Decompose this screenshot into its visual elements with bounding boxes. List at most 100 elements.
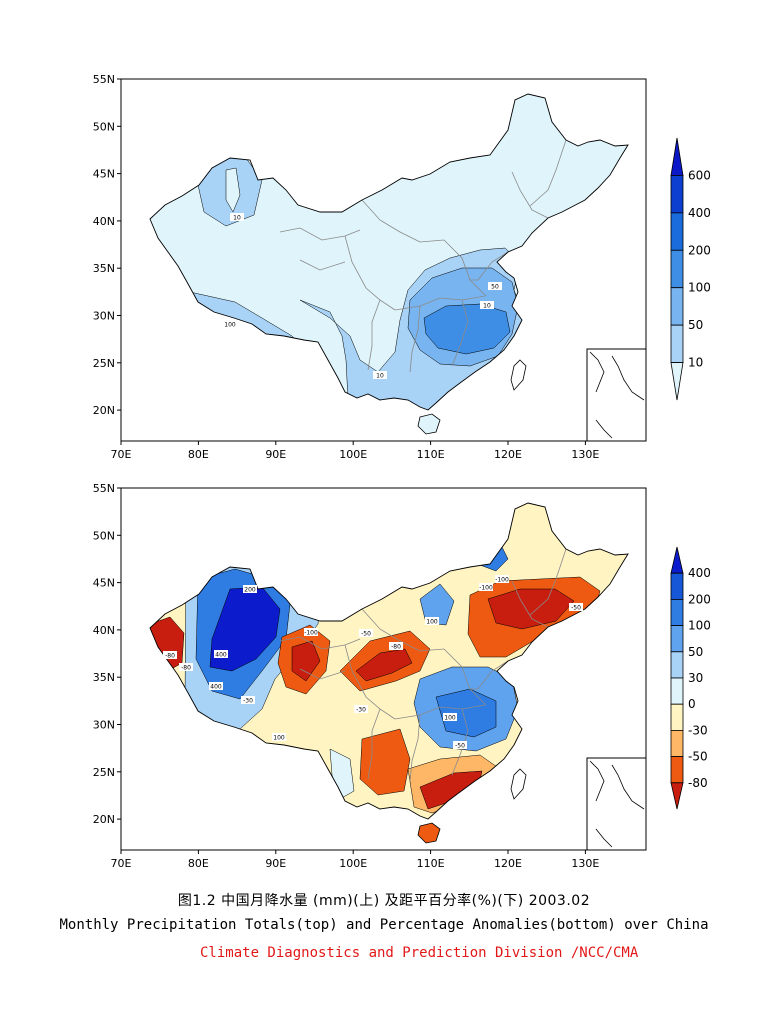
x-tick-label: 90E: [265, 448, 286, 461]
province-boundary: [470, 660, 509, 690]
x-tick-label: 80E: [188, 857, 209, 870]
contour-label: -50: [361, 631, 371, 638]
contour-region: [359, 728, 411, 796]
colorbar-level-label: 50: [688, 645, 703, 659]
taiwan-island: [510, 359, 527, 391]
colorbar-box: [670, 287, 684, 326]
contour-label-box: [479, 583, 493, 591]
colorbar-arrow-bottom: [670, 782, 684, 810]
contour-label: 100: [273, 735, 285, 742]
x-tick-label: 120E: [494, 857, 522, 870]
province-boundary: [451, 299, 469, 367]
colorbar-level-label: 30: [688, 671, 703, 685]
colorbar-level-label: 50: [688, 318, 703, 332]
x-tick-label: 100E: [339, 448, 367, 461]
contour-label-box: [488, 282, 502, 290]
colorbar-box: [670, 175, 684, 214]
contour-label: -100: [479, 585, 493, 592]
colorbar-level-label: 400: [688, 566, 711, 580]
y-tick-label: 55N: [93, 73, 115, 86]
contour-label: 10: [233, 215, 241, 222]
caption-organization: Climate Diagnostics and Prediction Divis…: [200, 945, 639, 961]
y-tick-label: 35N: [93, 262, 115, 275]
map-frame: [120, 78, 647, 442]
colorbar-level-label: 200: [688, 592, 711, 606]
contour-label: -30: [243, 698, 253, 705]
contour-label-box: [359, 629, 373, 637]
y-tick-label: 20N: [93, 404, 115, 417]
y-tick-label: 40N: [93, 624, 115, 637]
contour-label: -100: [304, 630, 318, 637]
colorbar-box: [670, 599, 684, 627]
x-tick-label: 80E: [188, 448, 209, 461]
y-tick-label: 20N: [93, 813, 115, 826]
contour-label-box: [230, 213, 244, 221]
colorbar-box: [670, 703, 684, 731]
colorbar-level-label: 0: [688, 697, 696, 711]
inset-coast: [595, 828, 613, 848]
y-tick-label: 55N: [93, 482, 115, 495]
contour-label: -80: [165, 653, 175, 660]
province-boundary: [394, 295, 486, 311]
colorbar-level-label: 200: [688, 243, 711, 257]
contour-label: -100: [495, 577, 509, 584]
colorbar-arrow-top: [670, 546, 684, 574]
x-tick-label: 110E: [417, 857, 445, 870]
inset-coast: [589, 760, 605, 802]
contour-label-box: [209, 682, 223, 690]
x-tick-label: 70E: [111, 857, 132, 870]
contour-label-box: [272, 733, 286, 741]
contour-label-box: [373, 371, 387, 379]
province-boundary: [529, 548, 567, 616]
contour-label-box: [480, 301, 494, 309]
province-boundary: [279, 227, 361, 241]
colorbar-box: [670, 730, 684, 758]
contour-label: -50: [455, 743, 465, 750]
contour-label: 10: [376, 373, 384, 380]
province-boundary: [361, 608, 445, 652]
province-boundary: [394, 704, 486, 720]
contour-label-box: [163, 651, 177, 659]
contour-region: [225, 167, 241, 213]
colorbar-level-label: -50: [688, 750, 708, 764]
province-boundary: [529, 139, 567, 207]
colorbar-box: [670, 677, 684, 705]
contour-label: 50: [491, 284, 499, 291]
contour-label-box: [389, 642, 403, 650]
contour-region: [487, 588, 575, 630]
south-china-sea-inset: [586, 757, 647, 851]
inset-coast: [595, 419, 613, 439]
contour-label-box: [241, 696, 255, 704]
province-boundary: [344, 644, 396, 720]
colorbar-box: [670, 212, 684, 251]
y-tick-label: 35N: [93, 671, 115, 684]
province-boundary: [367, 299, 381, 371]
x-tick-label: 130E: [571, 448, 599, 461]
province-boundary: [470, 251, 509, 281]
hainan-island: [417, 822, 441, 844]
contour-label: -50: [571, 605, 581, 612]
colorbar: 600 400 200 100 50 10: [670, 137, 711, 401]
south-china-sea-inset: [586, 348, 647, 442]
colorbar: 400 200 100 50 30 0 -30 -50 -80: [670, 546, 711, 810]
contour-label: 400: [215, 652, 227, 659]
province-boundary: [279, 636, 361, 650]
province-boundary: [367, 708, 381, 780]
contour-label-box: [495, 575, 509, 583]
y-tick-label: 40N: [93, 215, 115, 228]
country-outline: [149, 93, 629, 411]
taiwan-island: [510, 768, 527, 800]
province-boundary: [511, 171, 549, 219]
inset-coast: [611, 764, 645, 810]
province-boundary: [409, 305, 421, 373]
colorbar-level-label: 100: [688, 281, 711, 295]
colorbar-box: [670, 572, 684, 600]
panel-precipitation-totals: 10 100 50 10 10 70E 80E 90E 100E 110E 120E 130E 55N 5…: [93, 73, 711, 461]
colorbar-box: [670, 756, 684, 784]
country-outline: [149, 502, 629, 820]
map-frame: [120, 487, 647, 851]
contour-label-box: [214, 650, 228, 658]
province-boundary: [511, 580, 549, 628]
y-tick-label: 30N: [93, 310, 115, 323]
contour-region: [355, 648, 413, 682]
